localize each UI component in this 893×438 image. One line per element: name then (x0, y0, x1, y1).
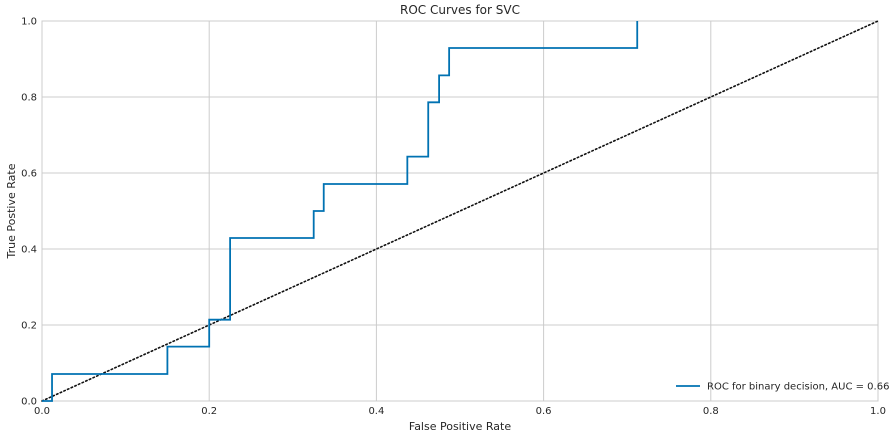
legend-entry-label: ROC for binary decision, AUC = 0.66 (707, 382, 889, 393)
x-axis-label: False Positive Rate (409, 420, 511, 433)
x-tick-label: 0.0 (34, 406, 50, 417)
x-tick-label: 0.4 (368, 406, 384, 417)
x-tick-label: 0.8 (703, 406, 719, 417)
y-tick-label: 0.8 (21, 93, 37, 104)
reference-diagonal-line (41, 20, 879, 402)
y-tick-label: 0.0 (21, 397, 37, 408)
x-tick-label: 1.0 (870, 406, 886, 417)
y-tick-label: 1.0 (21, 17, 37, 28)
legend: ROC for binary decision, AUC = 0.66 (676, 382, 889, 393)
x-tick-label: 0.2 (201, 406, 217, 417)
y-tick-labels: 0.0 0.2 0.4 0.6 0.8 1.0 (21, 17, 37, 408)
x-tick-label: 0.6 (536, 406, 552, 417)
reference-line-group (41, 20, 879, 402)
y-tick-label: 0.6 (21, 169, 37, 180)
x-tick-labels: 0.0 0.2 0.4 0.6 0.8 1.0 (34, 406, 886, 417)
chart-title: ROC Curves for SVC (400, 3, 520, 17)
series-group (42, 21, 639, 402)
roc-series-line (42, 21, 639, 402)
y-tick-label: 0.4 (21, 245, 37, 256)
plot-frame (41, 20, 879, 402)
y-axis-label: True Postive Rate (5, 163, 18, 259)
y-tick-label: 0.2 (21, 321, 37, 332)
axes (41, 20, 879, 402)
